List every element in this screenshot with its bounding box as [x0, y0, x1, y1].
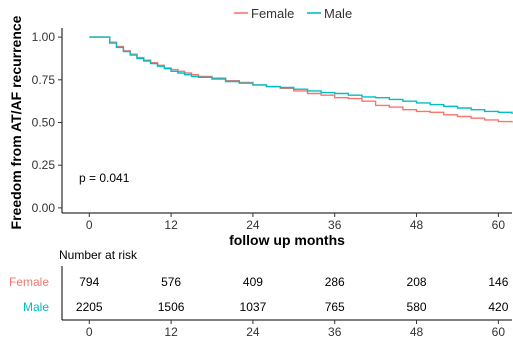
x-tick-label: 48: [410, 218, 424, 232]
y-tick-label: 0.75: [32, 73, 56, 87]
risk-count-female: 208: [407, 275, 427, 289]
risk-group-label-female: Female: [9, 275, 49, 289]
legend-label-female: Female: [251, 6, 294, 21]
risk-count-female: 409: [243, 275, 263, 289]
risk-count-female: 794: [79, 275, 99, 289]
x-axis-title: follow up months: [229, 232, 345, 248]
x-tick-label: 12: [164, 218, 178, 232]
risk-count-male: 1506: [158, 300, 185, 314]
x-tick-label: 24: [246, 218, 260, 232]
risk-table-title: Number at risk: [59, 248, 138, 262]
risk-x-tick-label: 36: [328, 325, 342, 339]
risk-count-male: 420: [488, 300, 508, 314]
risk-x-tick-label: 60: [492, 325, 506, 339]
risk-x-tick-label: 24: [246, 325, 260, 339]
risk-count-female: 576: [161, 275, 181, 289]
y-tick-label: 1.00: [32, 30, 56, 44]
risk-group-label-male: Male: [23, 300, 49, 314]
p-value-annotation: p = 0.041: [79, 171, 130, 185]
y-tick-label: 0.00: [32, 201, 56, 215]
risk-count-male: 765: [325, 300, 345, 314]
risk-x-tick-label: 0: [86, 325, 93, 339]
y-axis-title: Freedom from AT/AF recurrence: [8, 15, 24, 229]
risk-x-tick-label: 12: [164, 325, 178, 339]
risk-count-male: 580: [407, 300, 427, 314]
legend: Female Male: [234, 6, 352, 21]
survival-curve-male: [89, 36, 513, 114]
risk-count-male: 1037: [240, 300, 267, 314]
risk-count-female: 146: [488, 275, 508, 289]
legend-label-male: Male: [324, 6, 352, 21]
survival-curve-female: [89, 36, 513, 123]
y-tick-label: 0.25: [32, 158, 56, 172]
risk-count-male: 2205: [76, 300, 103, 314]
x-tick-label: 36: [328, 218, 342, 232]
risk-x-tick-label: 48: [410, 325, 424, 339]
x-tick-label: 0: [86, 218, 93, 232]
x-tick-label: 60: [492, 218, 506, 232]
y-tick-label: 0.50: [32, 116, 56, 130]
risk-count-female: 286: [325, 275, 345, 289]
